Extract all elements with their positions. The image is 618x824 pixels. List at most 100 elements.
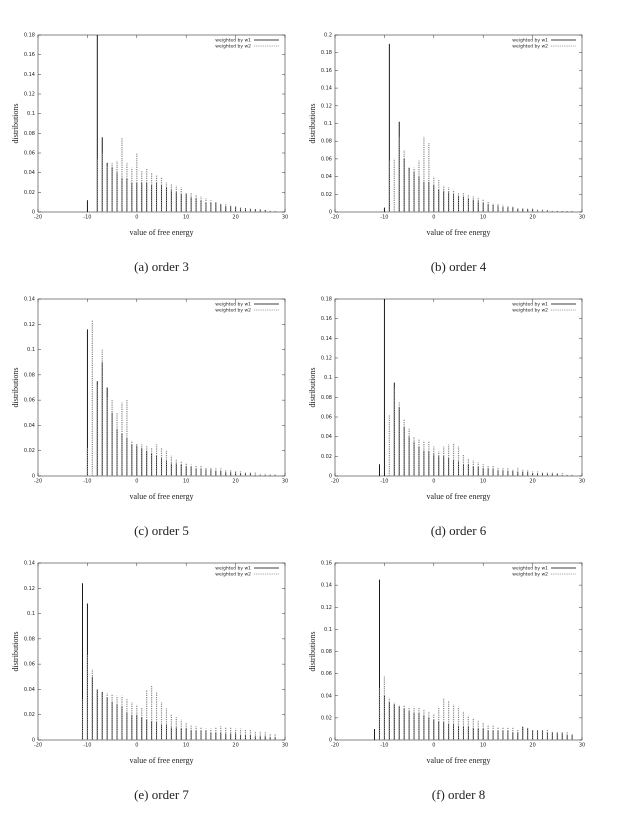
x-tick-label: 10	[183, 479, 189, 485]
y-tick-label: 0.14	[321, 583, 332, 589]
x-axis-label: value of free energy	[129, 492, 193, 501]
y-tick-label: 0.12	[24, 92, 35, 98]
y-tick-label: 0.14	[24, 297, 35, 303]
x-tick-label: 30	[282, 479, 288, 485]
legend-label: weighted by w1	[512, 566, 548, 572]
y-tick-label: 0.18	[24, 33, 35, 39]
y-tick-label: 0.02	[24, 712, 35, 718]
y-tick-label: 0.08	[24, 131, 35, 137]
y-tick-label: 0.14	[24, 72, 35, 78]
x-tick-label: -20	[331, 215, 339, 221]
x-axis-label: value of free energy	[426, 492, 490, 501]
caption: (a) order 3	[134, 259, 189, 274]
y-tick-label: 0.18	[321, 297, 332, 303]
x-tick-label: -10	[83, 743, 91, 749]
y-tick-label: 0.12	[321, 356, 332, 362]
y-tick-label: 0	[32, 210, 35, 216]
y-tick-label: 0.1	[27, 347, 35, 353]
x-tick-label: 20	[232, 215, 238, 221]
y-axis-label: distributions	[308, 631, 317, 671]
caption: (b) order 4	[431, 259, 487, 274]
x-tick-label: -10	[380, 215, 388, 221]
y-tick-label: 0.1	[27, 111, 35, 117]
caption: (d) order 6	[431, 523, 487, 538]
x-tick-label: -20	[34, 215, 42, 221]
plot-frame	[334, 34, 583, 213]
x-tick-label: 0	[432, 215, 435, 221]
x-axis-label: value of free energy	[426, 756, 490, 765]
y-tick-label: 0.08	[24, 372, 35, 378]
y-tick-label: 0.04	[321, 693, 332, 699]
x-tick-label: 0	[135, 743, 138, 749]
x-tick-label: -20	[34, 479, 42, 485]
legend-label: weighted by w2	[215, 572, 251, 578]
y-tick-label: 0.04	[24, 423, 35, 429]
y-tick-label: 0.14	[321, 336, 332, 342]
x-tick-label: -20	[331, 743, 339, 749]
y-tick-label: 0.16	[321, 68, 332, 74]
x-axis-label: value of free energy	[129, 756, 193, 765]
legend-label: weighted by w1	[215, 566, 251, 572]
x-axis-label: value of free energy	[129, 228, 193, 237]
x-tick-label: 10	[183, 215, 189, 221]
y-tick-label: 0.1	[324, 375, 332, 381]
y-tick-label: 0.06	[321, 415, 332, 421]
x-tick-label: 10	[480, 743, 486, 749]
y-tick-label: 0	[329, 738, 332, 744]
y-tick-label: 0.08	[321, 395, 332, 401]
y-tick-label: 0.1	[324, 627, 332, 633]
x-tick-label: 30	[282, 743, 288, 749]
x-tick-label: 30	[579, 479, 585, 485]
legend-label: weighted by w1	[512, 38, 548, 44]
x-tick-label: 30	[282, 215, 288, 221]
legend-label: weighted by w2	[512, 44, 548, 50]
x-tick-label: 30	[579, 743, 585, 749]
x-tick-label: -20	[34, 743, 42, 749]
caption: (e) order 7	[134, 787, 189, 802]
y-tick-label: 0.08	[321, 139, 332, 145]
x-tick-label: 0	[432, 743, 435, 749]
y-tick-label: 0	[32, 474, 35, 480]
y-tick-label: 0.06	[24, 398, 35, 404]
y-tick-label: 0.16	[321, 561, 332, 567]
x-tick-label: -10	[83, 479, 91, 485]
y-tick-label: 0.14	[321, 86, 332, 92]
y-axis-label: distributions	[11, 367, 20, 407]
legend-label: weighted by w2	[215, 308, 251, 314]
x-tick-label: 30	[579, 215, 585, 221]
x-tick-label: 10	[480, 215, 486, 221]
x-tick-label: 0	[135, 215, 138, 221]
x-tick-label: -10	[380, 479, 388, 485]
x-tick-label: 10	[480, 479, 486, 485]
x-tick-label: 20	[529, 743, 535, 749]
y-tick-label: 0.06	[321, 671, 332, 677]
caption: (f) order 8	[432, 787, 485, 802]
y-tick-label: 0.06	[24, 662, 35, 668]
y-tick-label: 0.16	[321, 316, 332, 322]
y-tick-label: 0.04	[321, 434, 332, 440]
x-tick-label: 0	[135, 479, 138, 485]
y-tick-label: 0.12	[321, 103, 332, 109]
y-tick-label: 0.12	[321, 605, 332, 611]
y-tick-label: 0.1	[324, 121, 332, 127]
y-tick-label: 0	[329, 474, 332, 480]
x-tick-label: -20	[331, 479, 339, 485]
legend-label: weighted by w2	[512, 572, 548, 578]
legend-label: weighted by w1	[215, 302, 251, 308]
x-tick-label: 10	[183, 743, 189, 749]
y-tick-label: 0.02	[321, 715, 332, 721]
x-axis-label: value of free energy	[426, 228, 490, 237]
legend-label: weighted by w2	[215, 44, 251, 50]
x-tick-label: -10	[380, 743, 388, 749]
y-tick-label: 0.16	[24, 52, 35, 58]
y-tick-label: 0.02	[321, 454, 332, 460]
y-tick-label: 0.12	[24, 322, 35, 328]
y-tick-label: 0.08	[321, 649, 332, 655]
y-tick-label: 0.06	[24, 151, 35, 157]
y-tick-label: 0.04	[24, 687, 35, 693]
y-tick-label: 0.2	[324, 33, 332, 39]
caption: (c) order 5	[134, 523, 189, 538]
legend-label: weighted by w2	[512, 308, 548, 314]
legend-label: weighted by w1	[512, 302, 548, 308]
x-tick-label: 0	[432, 479, 435, 485]
